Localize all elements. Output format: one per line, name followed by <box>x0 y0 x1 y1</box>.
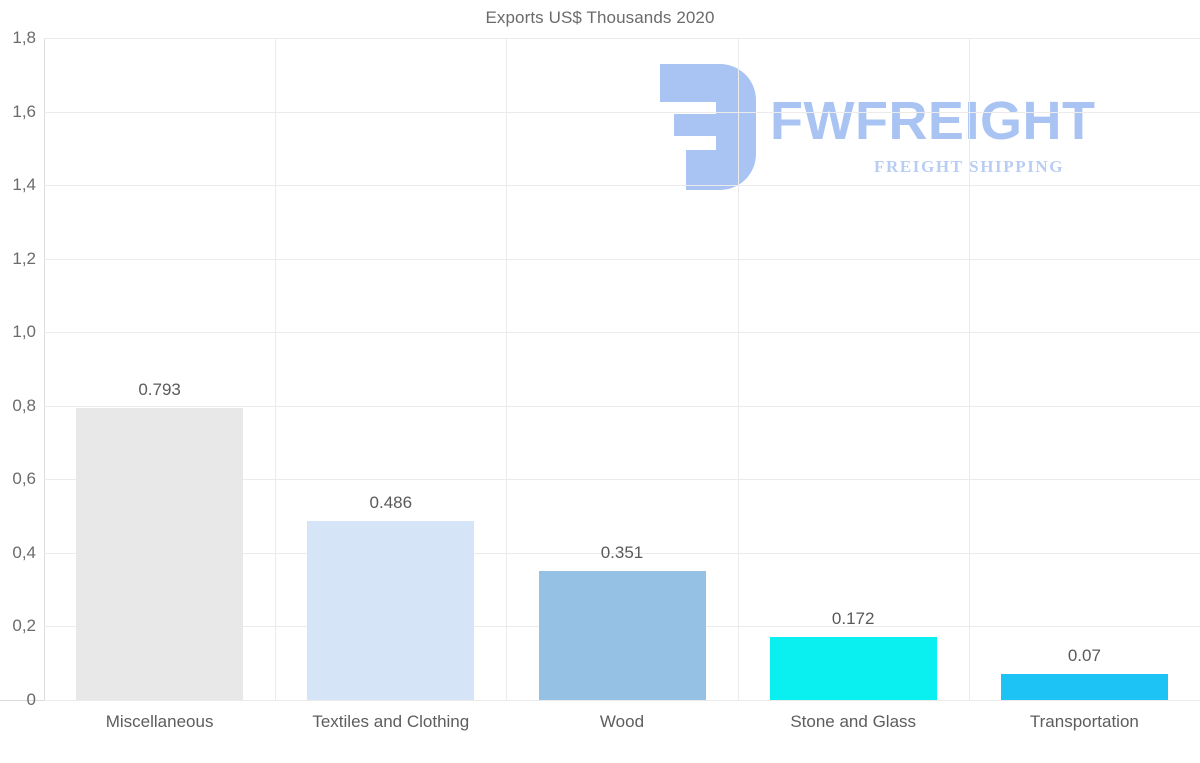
bar-wood[interactable] <box>538 570 706 700</box>
bar-value-label: 0.351 <box>600 542 644 562</box>
bar-transportation[interactable] <box>1000 674 1168 700</box>
gridline-horizontal <box>44 332 1200 334</box>
x-axis-label-wood: Wood <box>599 712 645 731</box>
gridline-horizontal <box>44 700 1200 701</box>
gridline-horizontal <box>44 258 1200 260</box>
y-axis-tick-label: 1,0 <box>12 322 36 342</box>
x-axis-label-textiles-and-clothing: Textiles and Clothing <box>312 712 470 731</box>
y-axis-tick-label: 0,4 <box>12 542 36 562</box>
bar-value-label: 0.172 <box>831 608 875 628</box>
gridline-horizontal <box>44 38 1200 39</box>
x-axis-label-transportation: Transportation <box>1029 712 1139 731</box>
y-axis-tick-label: 1,8 <box>12 28 36 47</box>
gridline-vertical <box>737 38 739 700</box>
gridline-vertical <box>968 38 970 700</box>
y-axis-tick-label: 0,2 <box>12 616 36 636</box>
y-axis-tick-label: 0,6 <box>12 469 36 489</box>
y-axis-tick-label: 1,6 <box>12 101 36 121</box>
bar-value-label: 0.793 <box>138 380 181 400</box>
y-axis-tick-label: 1,4 <box>12 175 36 195</box>
gridline-horizontal <box>44 185 1200 187</box>
gridline-horizontal <box>44 479 1200 481</box>
y-axis-line <box>44 38 45 700</box>
plot-area: 0.793 0.486 0.351 0.172 0.07 <box>44 38 1200 701</box>
y-axis-tick-label: 0,8 <box>12 395 36 415</box>
gridline-vertical <box>275 38 277 700</box>
bar-stone-and-glass[interactable] <box>769 636 937 700</box>
chart-title: Exports US$ Thousands 2020 <box>485 8 715 27</box>
y-axis-tick-label: 1,2 <box>12 248 36 268</box>
gridline-horizontal <box>44 405 1200 407</box>
gridline-horizontal <box>44 552 1200 554</box>
y-axis-tick-label: 0 <box>26 690 36 709</box>
bar-miscellaneous[interactable] <box>76 408 244 700</box>
x-axis-label-miscellaneous: Miscellaneous <box>105 712 214 731</box>
x-axis-label-stone-and-glass: Stone and Glass <box>790 712 917 731</box>
gridline-horizontal <box>44 111 1200 113</box>
bar-value-label: 0.486 <box>369 493 413 513</box>
gridline-vertical <box>506 38 508 700</box>
bar-value-label: 0.07 <box>1067 646 1101 666</box>
bar-textiles-and-clothing[interactable] <box>307 521 475 700</box>
